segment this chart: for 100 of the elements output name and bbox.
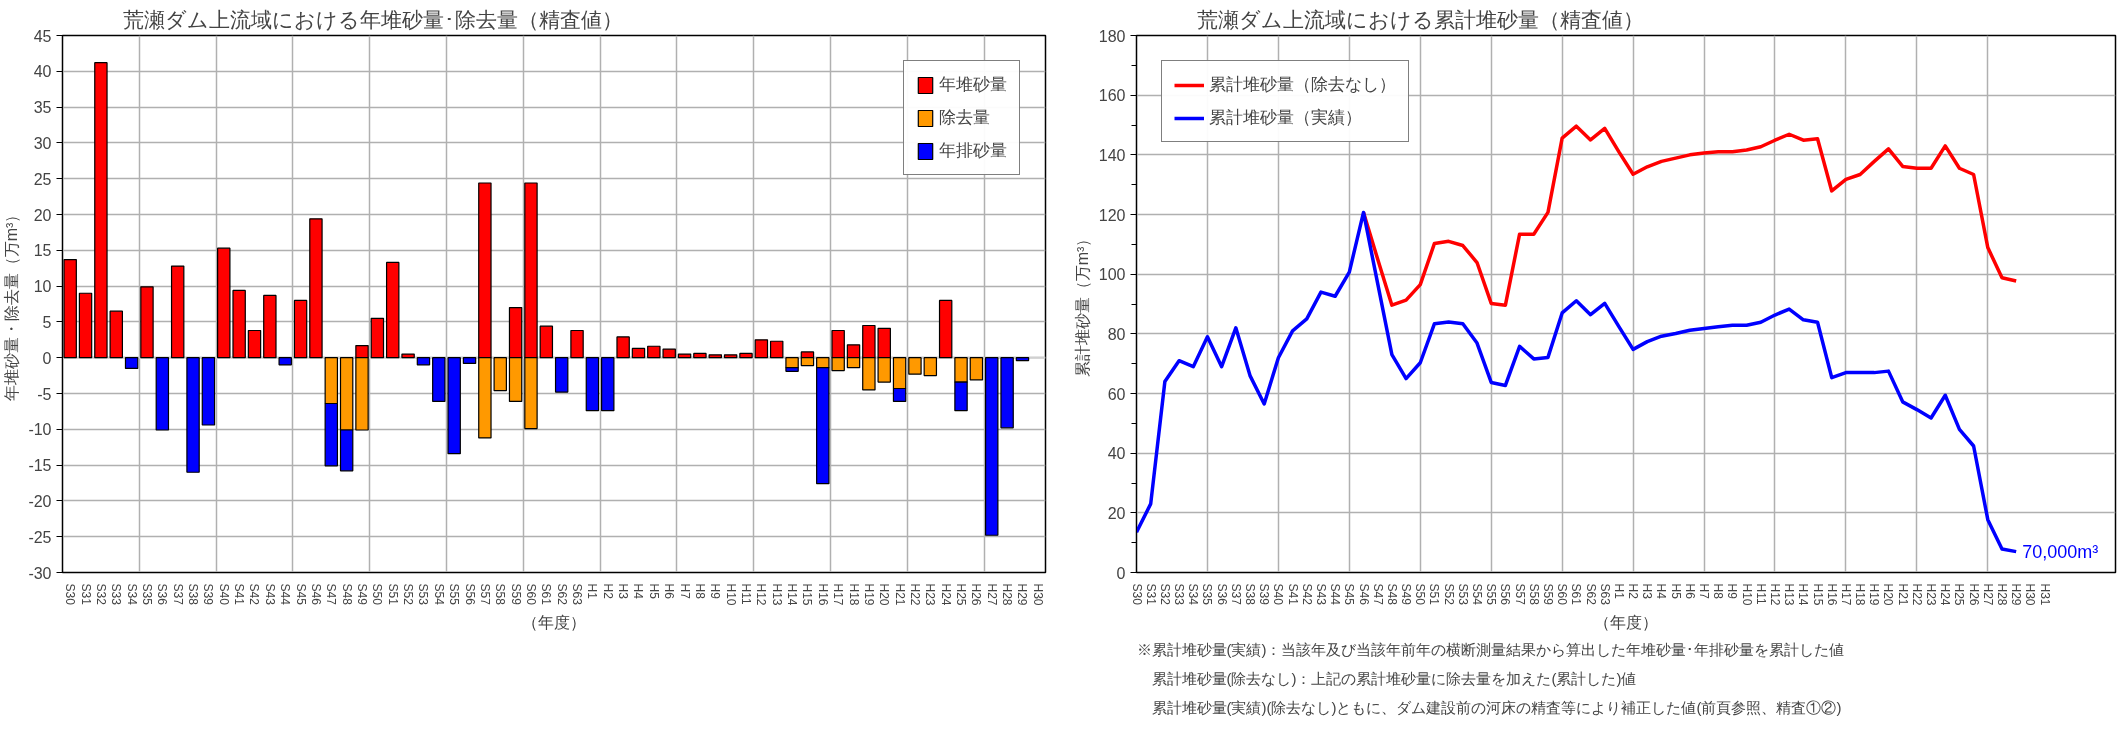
x-tick-label: H24: [1938, 583, 1953, 606]
x-tick-label: S34: [1186, 583, 1201, 606]
x-tick-label: S50: [370, 583, 385, 606]
x-tick-label: H24: [938, 583, 953, 606]
y-tick-label: 15: [33, 242, 52, 260]
y-tick-label: 160: [1098, 87, 1126, 105]
x-tick-label: S41: [1285, 583, 1300, 606]
x-tick-label: H30: [2023, 583, 2038, 606]
y-tick-label: 25: [33, 170, 52, 188]
x-tick-label: S38: [186, 583, 201, 606]
bar: [938, 299, 953, 359]
x-tick-label: H9: [1725, 583, 1740, 600]
y-tick-label: -15: [28, 457, 52, 475]
x-tick-label: H27: [984, 583, 999, 606]
x-tick-label: S43: [1313, 583, 1328, 606]
legend-label: 累計堆砂量（除去なし）: [1209, 74, 1396, 96]
x-tick-label: S46: [308, 583, 323, 606]
x-tick-label: S35: [139, 583, 154, 606]
bar: [186, 357, 200, 473]
x-tick-label: S34: [124, 583, 139, 606]
bar: [201, 357, 216, 426]
x-tick-label: S49: [1399, 583, 1414, 606]
x-tick-label: S44: [278, 583, 293, 606]
x-tick-label: S62: [554, 583, 569, 606]
bar: [969, 357, 984, 381]
x-tick-label: S50: [1413, 583, 1428, 606]
x-tick-label: H12: [754, 583, 769, 606]
x-tick-label: S54: [1470, 583, 1485, 606]
bar: [78, 292, 93, 359]
bar: [370, 317, 385, 359]
x-tick-label: S33: [109, 583, 124, 606]
bar: [677, 353, 692, 359]
x-tick-label: H11: [738, 583, 753, 605]
x-tick-label: H22: [907, 583, 922, 606]
x-tick-label: H12: [1767, 583, 1782, 606]
x-tick-label: S37: [1228, 583, 1243, 606]
y-tick-label: 0: [1116, 564, 1126, 582]
x-tick-label: H16: [1824, 583, 1839, 606]
bar: [539, 325, 554, 359]
x-tick-label: S53: [1455, 583, 1470, 606]
x-tick-label: H31: [2037, 583, 2052, 606]
line-series: [1136, 210, 2018, 554]
x-tick-label: S54: [431, 583, 446, 606]
chart-title: 荒瀬ダム上流域における累計堆砂量（精査値）: [1196, 7, 1644, 31]
x-tick-label: S42: [247, 583, 262, 606]
x-tick-label: S43: [262, 583, 277, 606]
x-tick-label: H23: [923, 583, 938, 606]
x-tick-label: H4: [1654, 583, 1669, 600]
x-tick-label: S31: [1143, 583, 1158, 606]
bar: [723, 354, 738, 359]
x-tick-label: H6: [662, 583, 677, 600]
x-tick-label: H6: [1682, 583, 1697, 600]
x-tick-label: S55: [1484, 583, 1499, 606]
text: 累計堆砂量(実績)(除去なし)ともに、ダム建設前の河床の精査等により補正した値(前頁参照、精査①②): [1136, 698, 1842, 716]
x-tick-label: S51: [385, 583, 400, 606]
x-tick-label: S40: [1271, 583, 1286, 606]
x-tick-label: S59: [508, 583, 523, 606]
x-tick-label: H10: [723, 583, 738, 606]
y-tick-label: -20: [28, 492, 52, 510]
bar: [585, 357, 600, 412]
x-tick-label: H2: [1626, 583, 1641, 600]
x-tick-label: H20: [1881, 583, 1896, 606]
bar: [1015, 357, 1030, 362]
x-tick-label: H26: [1966, 583, 1981, 606]
x-tick-label: H14: [1796, 583, 1811, 606]
bar: [601, 357, 615, 412]
y-tick-label: 100: [1098, 266, 1126, 284]
x-tick-label: S57: [1512, 583, 1527, 606]
x-tick-label: S56: [462, 583, 477, 606]
x-tick-label: H1: [585, 583, 600, 600]
x-tick-label: H19: [861, 583, 876, 606]
legend-label: 年堆砂量: [939, 74, 1007, 96]
bar: [616, 336, 630, 359]
x-tick-label: H3: [1640, 583, 1655, 600]
x-tick-label: H13: [769, 583, 784, 606]
x-axis-title: （年度）: [522, 613, 586, 631]
bar: [739, 352, 753, 359]
x-tick-label: S56: [1498, 583, 1513, 606]
x-tick-label: S41: [232, 583, 247, 606]
x-tick-label: S40: [216, 583, 231, 606]
x-tick-label: S37: [170, 583, 185, 606]
x-tick-label: H22: [1909, 583, 1924, 606]
x-tick-label: S48: [339, 583, 354, 606]
x-tick-label: S53: [416, 583, 431, 606]
x-tick-label: H19: [1867, 583, 1882, 606]
x-tick-label: H11: [1753, 583, 1768, 605]
x-tick-label: H5: [646, 583, 661, 600]
x-tick-label: S36: [1214, 583, 1229, 606]
bar: [309, 218, 323, 359]
x-tick-label: H5: [1668, 583, 1683, 600]
bar: [247, 329, 262, 359]
y-tick-label: 40: [1107, 445, 1126, 463]
x-tick-label: S61: [1569, 583, 1584, 606]
text: 累計堆砂量(除去なし)：上記の累計堆砂量に除去量を加えた(累計した)値: [1136, 669, 1637, 687]
bar: [155, 357, 170, 431]
bar: [570, 329, 584, 359]
x-tick-label: H21: [1895, 583, 1910, 606]
x-tick-label: S39: [201, 583, 216, 606]
x-tick-label: S52: [1441, 583, 1456, 606]
bar: [462, 357, 477, 365]
